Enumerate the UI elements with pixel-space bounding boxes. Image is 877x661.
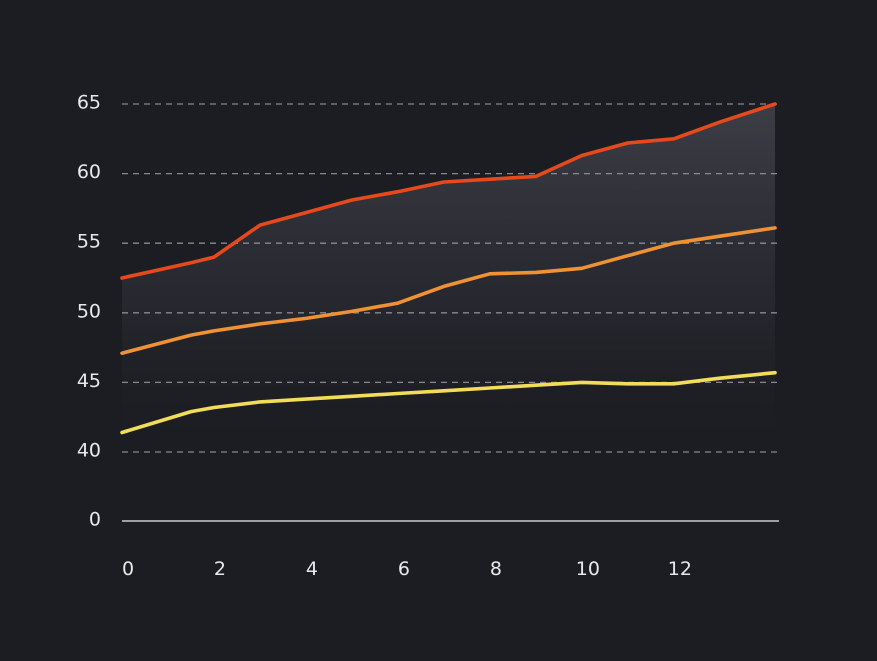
area-fill-layer	[122, 104, 775, 454]
y-tick-label: 0	[89, 509, 101, 531]
y-tick-label: 50	[77, 300, 101, 322]
x-tick-label: 12	[668, 558, 692, 580]
x-tick-label: 8	[490, 558, 502, 580]
series-line-1	[120, 102, 777, 280]
x-tick-label: 0	[122, 558, 134, 580]
series-lines	[120, 102, 777, 435]
y-tick-label: 60	[77, 161, 101, 183]
x-tick-label: 2	[214, 558, 226, 580]
y-tick-label: 65	[77, 92, 101, 114]
x-tick-label: 6	[398, 558, 410, 580]
series-line-3	[120, 370, 777, 435]
axes: 0 40 45 50 55 60 65 0 2 4 6 8 10 12	[77, 92, 779, 580]
x-tick-label: 4	[306, 558, 318, 580]
y-tick-label: 40	[77, 440, 101, 462]
x-tick-label: 10	[576, 558, 600, 580]
area-fill	[122, 104, 775, 454]
y-tick-label: 55	[77, 231, 101, 253]
series-line-2	[120, 226, 777, 356]
y-tick-label: 45	[77, 370, 101, 392]
